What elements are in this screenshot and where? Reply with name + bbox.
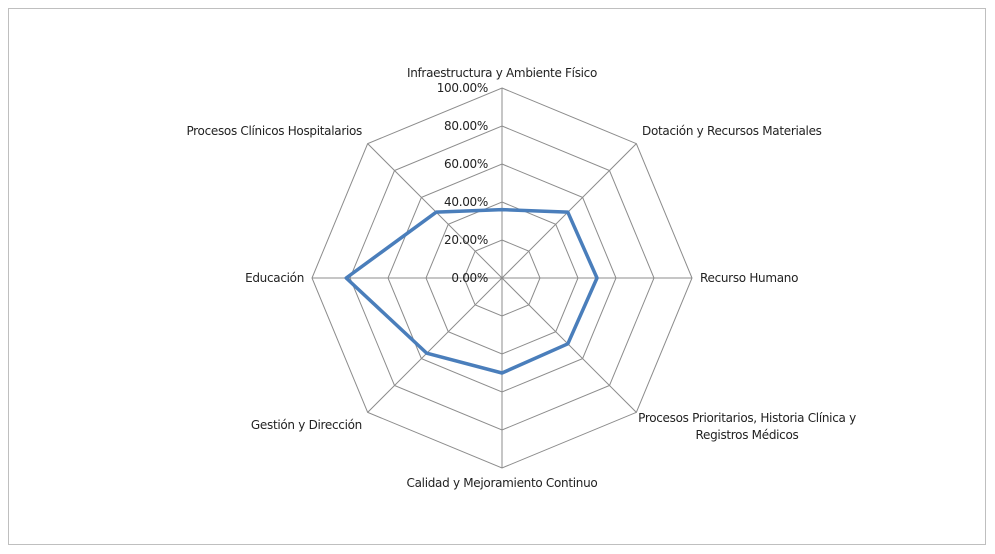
y-tick-label: 80.00% (444, 119, 488, 133)
axis-label: Gestión y Dirección (250, 418, 362, 432)
axis-label: Calidad y Mejoramiento Continuo (406, 476, 598, 490)
chart-frame (8, 8, 986, 545)
axis-label: Dotación y Recursos Materiales (642, 123, 822, 138)
axis-label: Procesos Clínicos Hospitalarios (186, 123, 362, 138)
spoke (501, 143, 637, 279)
spoke (367, 143, 503, 279)
y-tick-label: 20.00% (444, 233, 488, 247)
spoke (501, 277, 637, 413)
spoke (367, 277, 503, 413)
axis-label: Educación (245, 271, 304, 285)
y-tick-label: 60.00% (444, 157, 488, 171)
y-tick-label: 100.00% (436, 81, 489, 95)
series-line (344, 207, 599, 375)
axis-label: Recurso Humano (700, 271, 799, 285)
axis-label: Procesos Prioritarios, Historia Clínica … (638, 411, 856, 442)
axis-label: Infraestructura y Ambiente Físico (406, 66, 598, 80)
y-tick-label: 0.00% (451, 271, 488, 285)
y-tick-label: 40.00% (444, 195, 488, 209)
